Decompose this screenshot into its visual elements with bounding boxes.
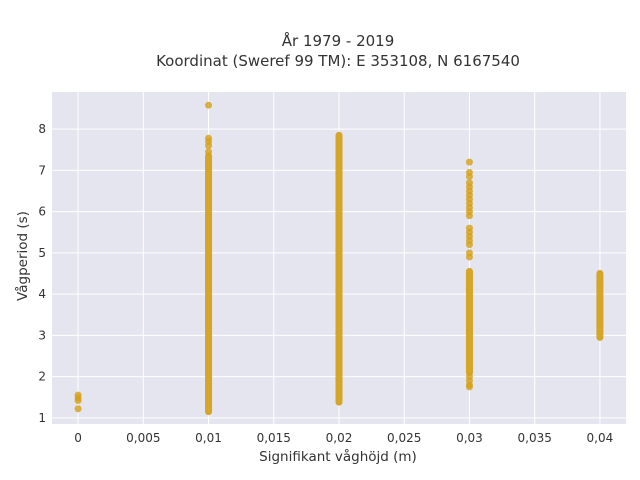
data-point [465,383,473,391]
x-tick-label: 0,005 [126,431,160,445]
x-axis-ticks: 0 0,005 0,01 0,015 0,02 0,025 0,03 0,035 0,04 [74,431,613,445]
data-point [74,405,82,413]
data-point [465,158,473,166]
chart-title-line1: År 1979 - 2019 [282,31,395,50]
data-point-range [465,267,473,376]
y-tick-label: 7 [38,163,46,177]
y-tick-label: 1 [38,411,46,425]
data-point [205,142,213,150]
y-tick-label: 2 [38,370,46,384]
x-tick-label: 0,025 [387,431,421,445]
y-axis-ticks: 1 2 3 4 5 6 7 8 [38,122,46,425]
y-tick-label: 3 [38,328,46,342]
data-point [205,148,213,156]
y-tick-label: 8 [38,122,46,136]
data-point [74,391,82,399]
data-point-range [205,152,213,416]
data-points [74,101,604,416]
data-point-range [596,269,604,341]
x-tick-label: 0 [74,431,82,445]
data-point-range [335,131,343,406]
x-tick-label: 0,03 [456,431,483,445]
x-tick-label: 0,035 [518,431,552,445]
data-point [465,241,473,249]
chart-title-line2: Koordinat (Sweref 99 TM): E 353108, N 61… [156,52,520,70]
y-tick-label: 5 [38,246,46,260]
data-point [465,212,473,220]
x-tick-label: 0,015 [257,431,291,445]
y-axis-label: Vågperiod (s) [14,211,31,301]
x-axis-label: Signifikant våghöjd (m) [259,448,417,465]
data-point [205,101,213,109]
y-tick-label: 6 [38,205,46,219]
data-point [465,253,473,261]
y-tick-label: 4 [38,287,46,301]
x-tick-label: 0,04 [587,431,614,445]
x-tick-label: 0,01 [195,431,222,445]
x-tick-label: 0,02 [326,431,353,445]
data-point [465,173,473,181]
